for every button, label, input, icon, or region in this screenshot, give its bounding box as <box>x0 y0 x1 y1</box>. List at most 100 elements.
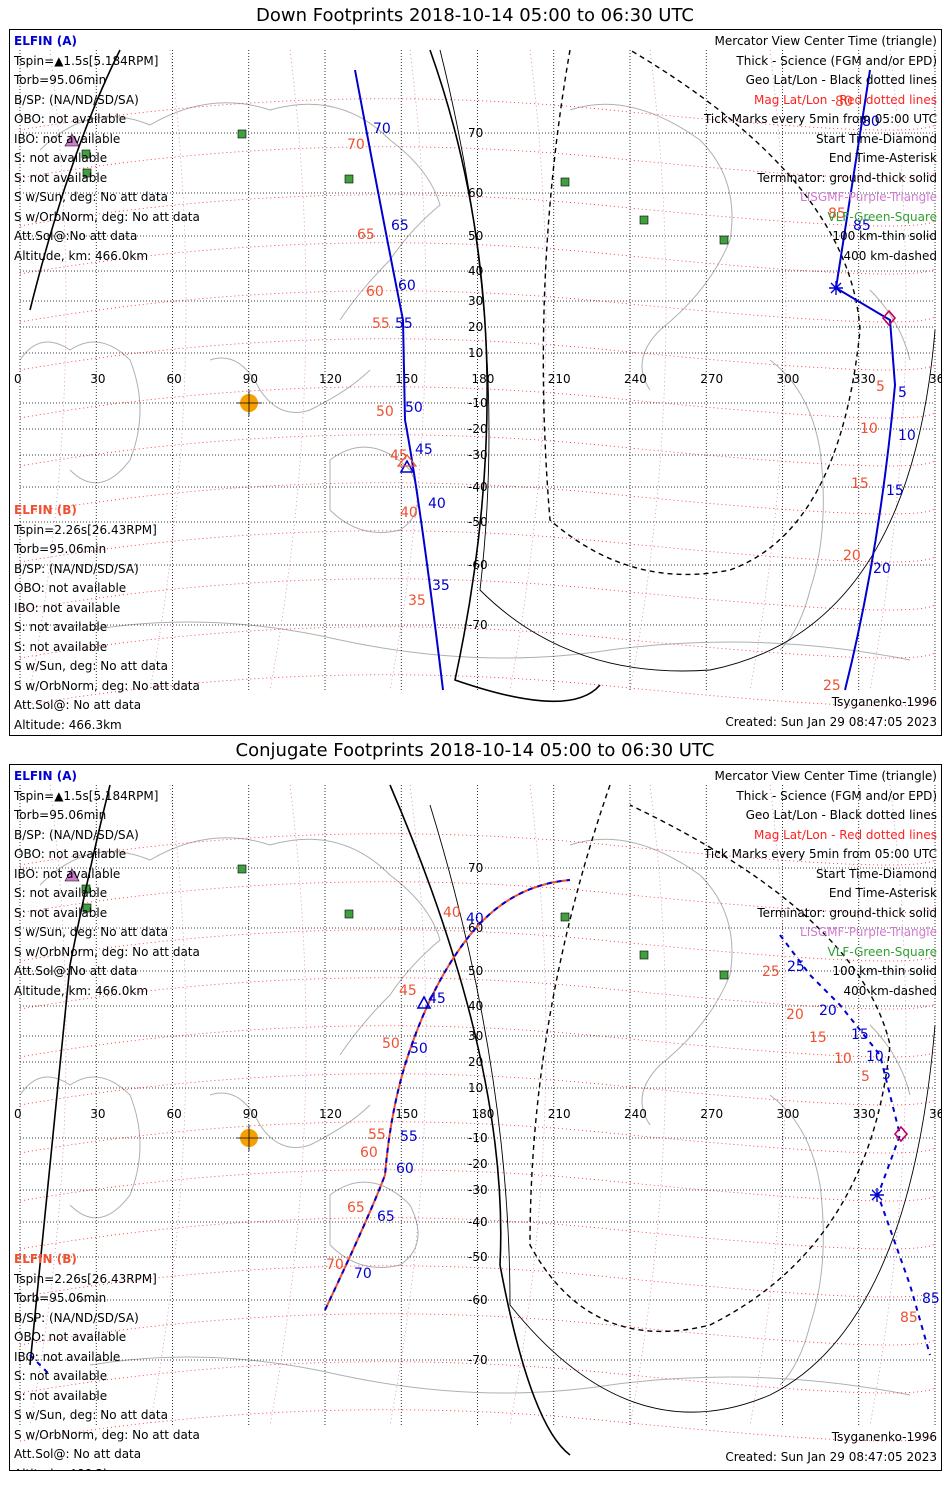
track-tick-label: 35 <box>432 578 450 594</box>
vlf-station-square[interactable] <box>639 950 649 960</box>
legend-tick-marks: Tick Marks every 5min from 05:00 UTC <box>703 112 937 126</box>
map-canvas[interactable]: 0 30 60 90 120 150 180 210 240 270 300 330 360 70 60 50… <box>10 765 941 1470</box>
elfin-a-track-east[interactable] <box>779 934 931 1356</box>
legend-mag-grid: Mag Lat/Lon - Red dotted lines <box>753 827 937 842</box>
mag-lon-line <box>29 49 67 691</box>
lat-tick-label: 60 <box>468 186 483 200</box>
vlf-station-square[interactable] <box>237 864 247 874</box>
mag-lat-line <box>19 1025 936 1058</box>
lat-tick-label: 50 <box>468 964 483 978</box>
track-tick-label: 10 <box>898 428 916 444</box>
mag-lat-line <box>19 530 936 563</box>
legend-100km: 100 km-thin solid <box>832 229 937 243</box>
vlf-station-square[interactable] <box>237 129 247 139</box>
vlf-station-square[interactable] <box>560 912 570 922</box>
elfin-a-track[interactable] <box>354 69 444 691</box>
vlf-station-square[interactable] <box>344 909 354 919</box>
end-time-asterisk[interactable] <box>870 1188 884 1202</box>
start-time-diamond[interactable] <box>881 309 897 327</box>
down-footprints-map[interactable]: 0 30 60 90 120 150 180 210 240 270 300 330 360 70 60 50… <box>9 29 942 736</box>
mag-lat-line <box>19 1361 936 1394</box>
track-tick-label: 85 <box>900 1310 918 1326</box>
lat-tick-label: -10 <box>468 1131 488 1145</box>
sat-a-altitude: Altitude, km: 466.0km <box>14 248 149 263</box>
sat-a-sun: S w/Sun, deg: No att data <box>14 925 168 939</box>
mag-lat-line <box>19 386 936 419</box>
track-tick-label: 35 <box>408 593 426 609</box>
lon-tick-label: 300 <box>777 1107 800 1121</box>
legend-start-time: Start Time-Diamond <box>815 866 937 881</box>
vlf-station-square[interactable] <box>639 215 649 225</box>
vlf-station-square[interactable] <box>344 174 354 184</box>
center-time-triangle[interactable] <box>416 995 432 1009</box>
lat-tick-label: 70 <box>468 126 483 140</box>
elfin-a-track-west[interactable] <box>29 1354 51 1376</box>
sat-b-orbnorm: S w/OrbNorm, deg: No att data <box>14 1427 200 1442</box>
mag-lat-line <box>19 146 936 179</box>
mag-lat-line <box>19 434 936 467</box>
lat-tick-label: 10 <box>468 1081 483 1095</box>
sat-a-ibo: IBO: not available <box>14 131 121 146</box>
sat-a-orbnorm: S w/OrbNorm, deg: No att data <box>14 209 200 224</box>
sat-a-ibo: IBO: not available <box>14 866 121 881</box>
elfin-a-track-east[interactable] <box>834 69 897 691</box>
end-time-asterisk[interactable] <box>829 281 843 295</box>
track-tick-label: 55 <box>372 316 390 332</box>
lon-tick-label: 90 <box>243 372 258 386</box>
lon-tick-label: 30 <box>90 372 105 386</box>
track-tick-label: 70 <box>354 1266 372 1282</box>
sat-a-obo: OBO: not available <box>14 112 127 126</box>
vlf-station-square[interactable] <box>719 970 729 980</box>
terminator-west <box>29 784 111 1366</box>
lon-tick-label: 120 <box>319 372 342 386</box>
vlf-station-square[interactable] <box>560 177 570 187</box>
lat-tick-label: -50 <box>468 515 488 529</box>
map-canvas[interactable]: 0 30 60 90 120 150 180 210 240 270 300 330 360 70 60 50… <box>10 30 941 735</box>
sat-a-torb: Torb=95.06min <box>14 73 107 87</box>
conjugate-footprints-map[interactable]: 0 30 60 90 120 150 180 210 240 270 300 330 360 70 60 50… <box>9 764 942 1471</box>
start-time-diamond[interactable] <box>893 1125 909 1143</box>
sat-b-s2: S: not available <box>14 639 108 654</box>
vlf-station-square[interactable] <box>82 903 92 913</box>
legend-vlf: VLF-Green-Square <box>827 944 937 959</box>
track-tick-label: 10 <box>866 1049 884 1065</box>
mag-lat-line <box>19 1313 936 1346</box>
terminator-100km <box>439 49 936 672</box>
sat-a-orbnorm: S w/OrbNorm, deg: No att data <box>14 944 200 959</box>
lisgmf-station-triangle[interactable] <box>64 133 80 147</box>
mag-lon-line <box>149 784 187 1426</box>
vlf-station-square[interactable] <box>719 235 729 245</box>
track-tick-label: 25 <box>762 964 780 980</box>
track-tick-label: 15 <box>851 476 869 492</box>
mag-lat-line <box>19 194 936 227</box>
track-tick-label: 55 <box>368 1127 386 1143</box>
sat-a-spin: Tspin=▲1.5s[5.184RPM] <box>14 788 159 803</box>
lat-tick-label: 30 <box>468 294 483 308</box>
track-tick-label: 80 <box>835 94 853 110</box>
elfin-a-track[interactable] <box>324 879 571 1311</box>
track-tick-label: 40 <box>400 505 418 521</box>
mag-lat-line <box>19 929 936 962</box>
lisgmf-station-triangle[interactable] <box>64 868 80 882</box>
sat-b-sun: S w/Sun, deg: No att data <box>14 1408 168 1422</box>
panel-2-title: Conjugate Footprints 2018-10-14 05:00 to… <box>235 740 715 761</box>
vlf-station-square[interactable] <box>82 168 92 178</box>
track-tick-label: 50 <box>405 400 423 416</box>
sat-b-s1: S: not available <box>14 1369 108 1383</box>
lat-tick-label: 10 <box>468 346 483 360</box>
legend-400km: 400 km-dashed <box>843 248 937 263</box>
track-tick-label: 10 <box>860 421 878 437</box>
mag-lat-line <box>19 1169 936 1202</box>
track-tick-label: 70 <box>326 1257 344 1273</box>
legend-100km: 100 km-thin solid <box>832 964 937 978</box>
track-tick-label: 55 <box>400 1129 418 1145</box>
mag-lon-line <box>749 784 787 1426</box>
elfin-b-track[interactable] <box>324 879 571 1311</box>
lat-tick-label: -70 <box>468 1353 488 1367</box>
legend: Mercator View Center Time (triangle) Thi… <box>704 32 937 266</box>
lon-tick-label: 120 <box>319 1107 342 1121</box>
vlf-station-square[interactable] <box>81 149 91 159</box>
center-time-triangle-b[interactable] <box>396 454 418 467</box>
sat-a-s2: S: not available <box>14 905 108 920</box>
mag-lat-line <box>19 290 936 323</box>
